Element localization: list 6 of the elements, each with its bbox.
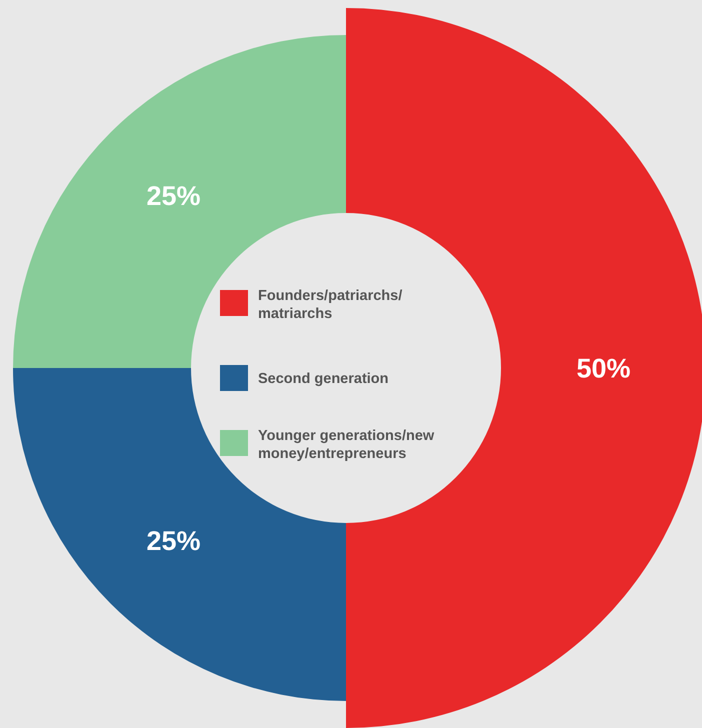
data-label: 25% (146, 180, 200, 211)
data-label: 50% (576, 353, 631, 384)
legend-label: Younger generations/new money/entrepreneurs (258, 428, 435, 462)
data-label: 25% (146, 526, 200, 556)
legend-label: Second generation (258, 371, 389, 387)
legend-label: Founders/patriarchs/matriarchs (258, 288, 402, 322)
